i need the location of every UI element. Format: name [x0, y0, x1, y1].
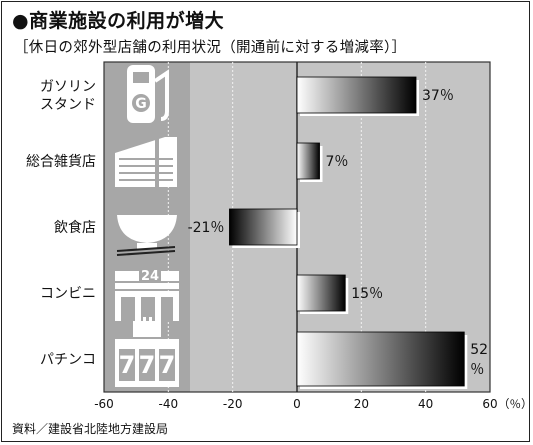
department-store-icon — [115, 137, 177, 187]
x-unit-label: （％） — [498, 397, 533, 411]
x-tick-label: 0 — [293, 397, 301, 411]
chart-title: ●商業施設の利用が増大 — [12, 10, 225, 32]
gas-station-icon: G — [127, 65, 169, 123]
category-label: コンビニ — [40, 286, 96, 302]
x-tick-label: -20 — [223, 397, 243, 411]
x-tick-label: 60 — [482, 397, 497, 411]
bar — [296, 76, 417, 114]
bar — [296, 331, 465, 387]
svg-text:7: 7 — [139, 351, 156, 379]
chart-subtitle: ［休日の郊外型店舗の利用状況（開通前に対する増減率）］ — [14, 40, 407, 56]
value-label: 7％ — [326, 154, 349, 170]
svg-text:7: 7 — [159, 351, 176, 379]
svg-text:7: 7 — [119, 351, 136, 379]
convenience-store-icon: 24 — [115, 267, 179, 321]
svg-text:24: 24 — [141, 269, 159, 284]
category-label: ガソリンスタンド — [40, 79, 96, 113]
bowl-icon — [116, 215, 177, 256]
x-tick-label: 40 — [418, 397, 433, 411]
x-tick-label: -40 — [159, 397, 179, 411]
category-label: パチンコ — [40, 352, 96, 368]
value-label: 15％ — [351, 286, 383, 302]
bar — [296, 274, 346, 312]
value-label: -21％ — [188, 220, 225, 236]
category-label: 総合雑貨店 — [26, 153, 96, 170]
category-label: 飲食店 — [54, 219, 96, 236]
source-note: 資料／建設省北陸地方建設局 — [12, 422, 169, 436]
x-tick-label: 20 — [354, 397, 369, 411]
value-label: 52 ％ — [470, 342, 488, 378]
value-label: 37％ — [422, 88, 454, 104]
bar — [296, 142, 320, 180]
bar — [229, 208, 298, 246]
svg-text:G: G — [135, 96, 147, 112]
x-tick-label: -60 — [94, 397, 114, 411]
